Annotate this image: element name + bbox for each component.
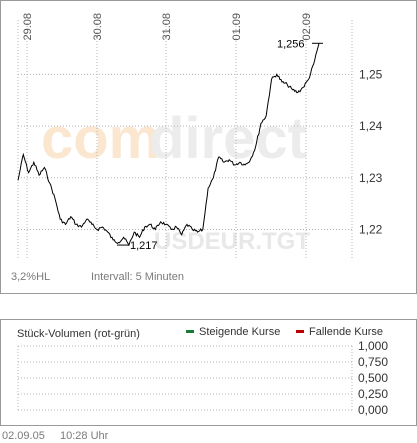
min-label: 1,217 bbox=[130, 240, 158, 252]
legend-down: Fallende Kurse bbox=[296, 326, 383, 338]
price-line bbox=[17, 43, 320, 247]
x-tick-label: 29.08 bbox=[22, 13, 34, 41]
volume-chart: Stück-Volumen (rot-grün) 1,000 0,750 0,500… bbox=[17, 328, 388, 417]
volume-label: Stück-Volumen (rot-grün) bbox=[17, 328, 140, 340]
y-tick-label: 1,25 bbox=[359, 67, 383, 81]
x-tick-label: 02.09 bbox=[301, 13, 313, 41]
watermark-symbol: USDEUR.TGT bbox=[154, 228, 310, 255]
x-tick-label: 31.08 bbox=[161, 13, 173, 41]
volume-tick-label: 0,750 bbox=[358, 355, 388, 369]
watermark-brand-right: direct bbox=[149, 106, 307, 171]
volume-tick-labels: 1,000 0,750 0,500 0,250 0,000 bbox=[358, 339, 388, 417]
y-tick-label: 1,23 bbox=[359, 171, 383, 185]
watermark: com direct USDEUR.TGT bbox=[41, 106, 310, 255]
price-series bbox=[17, 43, 320, 247]
volume-tick-label: 0,000 bbox=[358, 403, 388, 417]
scale-label: 3,2%HL bbox=[11, 271, 50, 283]
y-tick-label: 1,22 bbox=[359, 223, 383, 237]
watermark-brand-left: com bbox=[41, 106, 160, 171]
y-tick-label: 1,24 bbox=[359, 119, 383, 133]
y-tick-labels: 1,22 1,23 1,24 1,25 bbox=[359, 67, 383, 236]
volume-grid bbox=[17, 345, 353, 411]
legend-up-label: Steigende Kurse bbox=[199, 326, 281, 338]
volume-panel: Stück-Volumen (rot-grün) 1,000 0,750 0,500… bbox=[0, 319, 417, 426]
x-tick-label: 30.08 bbox=[92, 13, 104, 41]
volume-tick-label: 1,000 bbox=[358, 339, 388, 353]
footer-time: 10:28 Uhr bbox=[60, 430, 109, 442]
legend-down-label: Fallende Kurse bbox=[309, 326, 383, 338]
interval-label: Intervall: 5 Minuten bbox=[91, 271, 184, 283]
legend-up-swatch bbox=[186, 329, 194, 333]
grid bbox=[17, 20, 353, 258]
volume-tick-label: 0,500 bbox=[358, 371, 388, 385]
annotations: 1,256 1,217 bbox=[117, 38, 323, 252]
price-chart-panel: com direct USDEUR.TGT 29.08 30.08 31.08 01.… bbox=[0, 0, 417, 294]
volume-tick-label: 0,250 bbox=[358, 387, 388, 401]
legend-down-swatch bbox=[296, 329, 304, 333]
x-tick-label: 01.09 bbox=[231, 13, 243, 41]
x-tick-labels: 29.08 30.08 31.08 01.09 02.09 bbox=[22, 13, 313, 41]
max-label: 1,256 bbox=[277, 38, 305, 50]
legend-up: Steigende Kurse bbox=[186, 326, 280, 338]
price-chart: com direct USDEUR.TGT 29.08 30.08 31.08 01.… bbox=[11, 13, 383, 283]
footer-date: 02.09.05 bbox=[2, 430, 45, 442]
